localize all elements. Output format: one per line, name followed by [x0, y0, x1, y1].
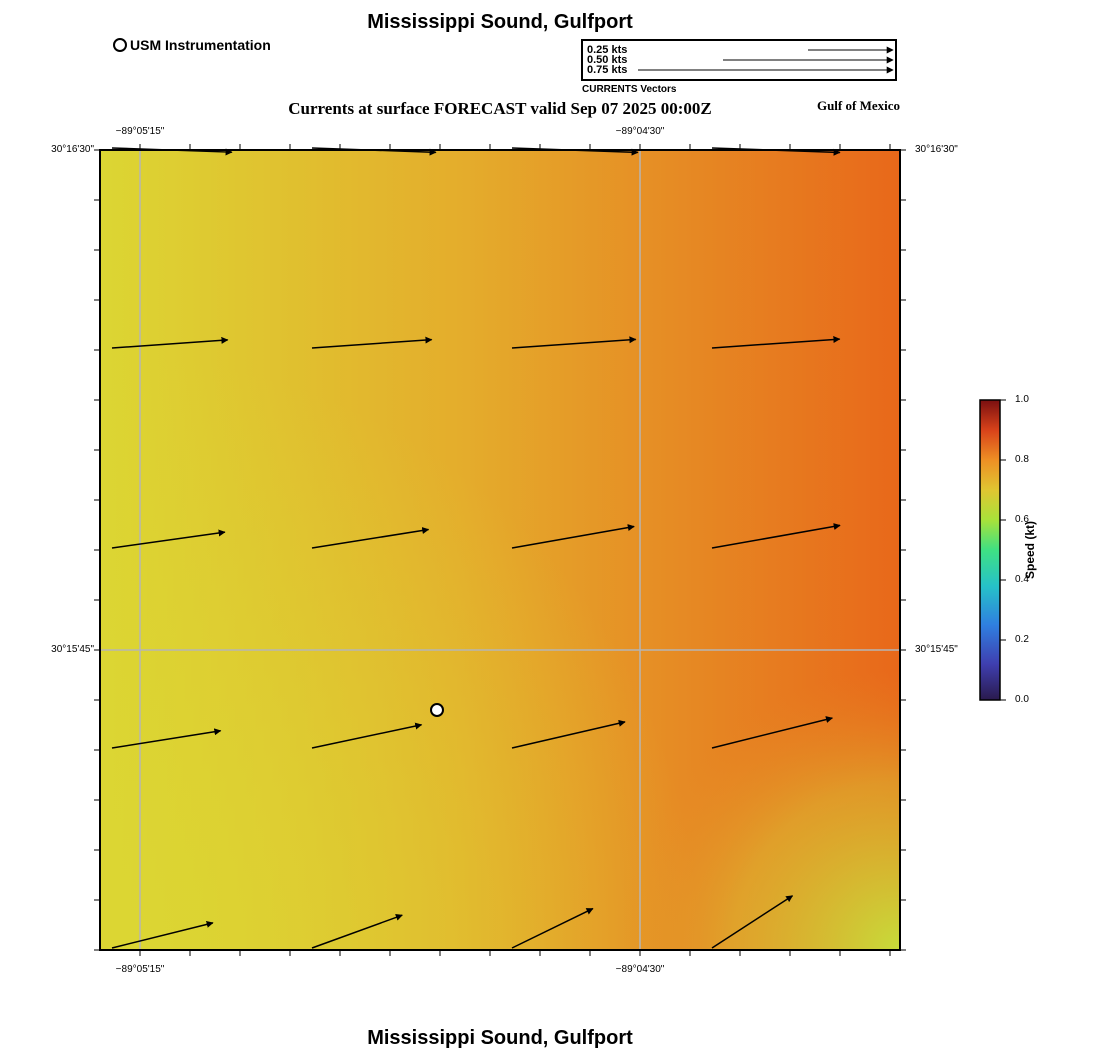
vector-legend-row-3: 0.75 kts — [587, 64, 628, 76]
vector-legend-row-1: 0.25 kts — [587, 44, 628, 56]
lon-label-bottom-2: −89°04'30" — [615, 964, 665, 975]
current-vector-arrow — [711, 523, 841, 549]
speed-colorbar — [979, 399, 1006, 701]
colorbar-tick-label: 0.4 — [1015, 574, 1029, 585]
current-vector-arrow — [111, 920, 214, 949]
colorbar-tick-label: 0.0 — [1015, 694, 1029, 705]
colorbar-tick-label: 1.0 — [1015, 394, 1029, 405]
station-legend-label: USM Instrumentation — [130, 37, 271, 53]
colorbar-tick-label: 0.6 — [1015, 514, 1029, 525]
bottom-title: Mississippi Sound, Gulfport — [367, 1027, 633, 1049]
current-vector-arrow — [111, 529, 226, 549]
current-vector-arrow — [711, 336, 841, 349]
usm-station-marker — [430, 703, 444, 717]
frame-ticks — [94, 144, 906, 956]
colorbar-title: Speed (kt) — [1023, 520, 1037, 580]
current-vector-arrow — [511, 719, 626, 749]
current-vector-arrow — [311, 722, 423, 749]
current-vector-arrow — [511, 336, 637, 349]
lon-label-bottom-1: −89°05'15" — [115, 964, 165, 975]
current-vector-arrow — [711, 716, 833, 749]
current-vector-arrow — [311, 336, 433, 349]
vector-legend-arrows — [638, 46, 894, 74]
colorbar-tick-label: 0.2 — [1015, 634, 1029, 645]
forecast-title: Currents at surface FORECAST valid Sep 0… — [288, 99, 712, 118]
current-vector-arrow — [511, 524, 635, 549]
station-marker — [430, 703, 444, 717]
station-marker-icon — [113, 38, 127, 52]
lon-label-top-1: −89°05'15" — [115, 126, 165, 137]
map-title: Mississippi Sound, Gulfport — [367, 11, 633, 33]
current-vector-arrow — [711, 895, 794, 949]
current-vector-arrow — [511, 907, 594, 949]
vector-legend-row-2: 0.50 kts — [587, 54, 628, 66]
current-vector-arrow — [311, 527, 430, 549]
speed-field — [100, 150, 900, 950]
current-vector-arrow — [111, 728, 222, 749]
region-label: Gulf of Mexico — [816, 98, 900, 113]
lon-label-top-2: −89°04'30" — [615, 126, 665, 137]
vector-legend-title: CURRENTS Vectors — [582, 84, 677, 95]
lat-label-left-1: 30°16'30" — [51, 144, 94, 155]
station-legend: USM Instrumentation — [113, 37, 271, 53]
lat-label-left-2: 30°15'45" — [51, 644, 94, 655]
current-vector-arrow — [111, 336, 229, 349]
current-vector-arrow — [311, 914, 403, 949]
lat-label-right-2: 30°15'45" — [915, 644, 958, 655]
colorbar-tick-label: 0.8 — [1015, 454, 1029, 465]
lat-label-right-1: 30°16'30" — [915, 144, 958, 155]
